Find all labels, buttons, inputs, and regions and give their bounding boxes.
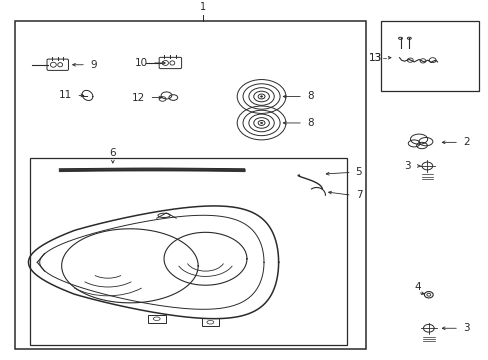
Bar bbox=[15, 21, 366, 349]
Text: 3: 3 bbox=[404, 161, 410, 171]
Text: 8: 8 bbox=[306, 118, 313, 128]
Text: 9: 9 bbox=[90, 60, 96, 70]
Text: 13: 13 bbox=[368, 53, 381, 63]
Text: 3: 3 bbox=[462, 323, 468, 333]
Text: 5: 5 bbox=[355, 167, 362, 177]
Text: 7: 7 bbox=[355, 190, 362, 200]
Text: 8: 8 bbox=[306, 91, 313, 102]
Text: 6: 6 bbox=[109, 148, 116, 158]
Bar bbox=[380, 21, 478, 91]
Text: 2: 2 bbox=[462, 138, 468, 147]
Text: 12: 12 bbox=[132, 93, 145, 103]
Text: 4: 4 bbox=[413, 282, 420, 292]
Text: 13: 13 bbox=[368, 53, 381, 63]
Bar bbox=[30, 158, 346, 345]
Ellipse shape bbox=[260, 122, 262, 123]
Text: 11: 11 bbox=[59, 90, 72, 100]
Bar bbox=[201, 318, 219, 327]
Text: 1: 1 bbox=[200, 2, 206, 12]
Text: 10: 10 bbox=[135, 58, 148, 68]
Ellipse shape bbox=[260, 96, 262, 97]
Bar bbox=[148, 315, 165, 323]
